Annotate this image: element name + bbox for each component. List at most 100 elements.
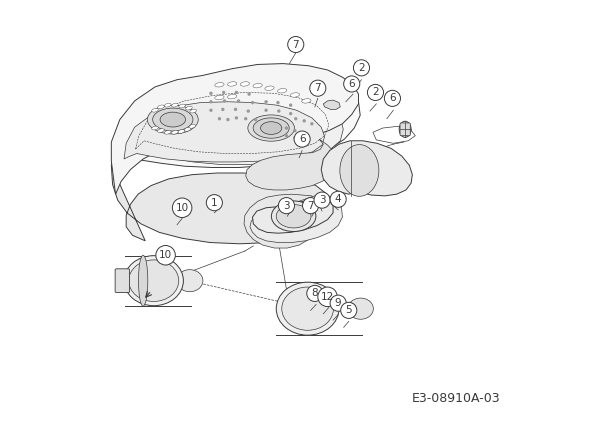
Ellipse shape: [152, 109, 158, 112]
Polygon shape: [124, 102, 325, 162]
Circle shape: [247, 109, 250, 113]
Circle shape: [302, 198, 319, 214]
Text: 2: 2: [358, 63, 365, 73]
Text: 9: 9: [335, 298, 341, 308]
Ellipse shape: [139, 255, 148, 306]
Circle shape: [330, 191, 346, 207]
Ellipse shape: [253, 84, 262, 88]
Text: 3: 3: [319, 195, 325, 205]
Circle shape: [330, 295, 346, 311]
Circle shape: [294, 117, 298, 120]
Circle shape: [310, 122, 314, 126]
Circle shape: [288, 36, 304, 53]
Ellipse shape: [290, 93, 299, 97]
Polygon shape: [244, 194, 319, 248]
Text: 6: 6: [389, 93, 396, 103]
Circle shape: [310, 80, 326, 96]
Ellipse shape: [190, 109, 196, 113]
Circle shape: [385, 90, 400, 106]
Circle shape: [285, 134, 288, 137]
Text: 5: 5: [346, 305, 352, 315]
Ellipse shape: [348, 298, 373, 319]
Circle shape: [344, 76, 360, 92]
Text: 3: 3: [283, 201, 290, 211]
Circle shape: [265, 100, 268, 103]
Ellipse shape: [158, 129, 164, 132]
Circle shape: [293, 136, 296, 139]
Circle shape: [293, 129, 296, 132]
Ellipse shape: [215, 95, 224, 100]
Circle shape: [235, 91, 238, 94]
Ellipse shape: [215, 83, 224, 87]
Circle shape: [277, 109, 280, 113]
Ellipse shape: [227, 95, 237, 99]
Polygon shape: [321, 141, 412, 196]
Polygon shape: [253, 198, 333, 233]
Ellipse shape: [253, 118, 289, 138]
Circle shape: [226, 118, 230, 121]
Circle shape: [172, 198, 192, 218]
Circle shape: [302, 119, 306, 123]
Ellipse shape: [129, 260, 179, 301]
Ellipse shape: [185, 106, 192, 110]
Ellipse shape: [164, 131, 171, 134]
Text: 1: 1: [211, 198, 218, 208]
Polygon shape: [323, 100, 340, 109]
Ellipse shape: [260, 122, 282, 134]
Circle shape: [221, 108, 224, 111]
Ellipse shape: [152, 108, 193, 131]
Ellipse shape: [399, 121, 411, 137]
Ellipse shape: [178, 130, 185, 133]
Circle shape: [254, 118, 257, 121]
Text: 7: 7: [314, 83, 321, 93]
Polygon shape: [112, 68, 360, 167]
Circle shape: [209, 100, 212, 103]
Circle shape: [289, 112, 292, 115]
Ellipse shape: [282, 287, 334, 330]
Circle shape: [294, 131, 310, 147]
Ellipse shape: [265, 86, 274, 90]
Polygon shape: [127, 88, 343, 165]
Polygon shape: [112, 165, 331, 244]
Ellipse shape: [276, 205, 311, 228]
Circle shape: [278, 198, 295, 214]
Ellipse shape: [148, 105, 198, 134]
Text: 7: 7: [292, 39, 299, 50]
Text: 10: 10: [159, 250, 172, 260]
Text: 4: 4: [335, 194, 341, 204]
Text: E3-08910A-03: E3-08910A-03: [412, 392, 500, 405]
Ellipse shape: [276, 282, 339, 335]
Text: 6: 6: [349, 79, 355, 89]
Ellipse shape: [172, 131, 178, 134]
Text: 12: 12: [321, 292, 334, 302]
Ellipse shape: [278, 89, 287, 93]
Ellipse shape: [124, 256, 184, 306]
Ellipse shape: [172, 103, 178, 107]
Circle shape: [156, 245, 175, 265]
Ellipse shape: [271, 201, 316, 232]
Circle shape: [367, 84, 383, 100]
Circle shape: [301, 132, 304, 135]
Circle shape: [314, 192, 330, 208]
Circle shape: [341, 302, 357, 318]
Ellipse shape: [343, 303, 356, 315]
Circle shape: [265, 109, 268, 112]
Text: 8: 8: [311, 288, 318, 298]
Ellipse shape: [340, 145, 379, 196]
Circle shape: [285, 126, 288, 130]
Ellipse shape: [158, 105, 164, 109]
Circle shape: [353, 60, 370, 76]
Ellipse shape: [179, 104, 185, 108]
Text: 7: 7: [307, 201, 314, 211]
Ellipse shape: [227, 82, 237, 86]
Circle shape: [209, 109, 212, 112]
Circle shape: [209, 92, 212, 95]
Ellipse shape: [240, 82, 250, 86]
Circle shape: [235, 116, 238, 120]
Ellipse shape: [160, 112, 185, 127]
Circle shape: [222, 91, 226, 94]
Circle shape: [244, 117, 247, 120]
Ellipse shape: [152, 126, 158, 130]
FancyBboxPatch shape: [115, 269, 130, 293]
Ellipse shape: [176, 270, 203, 292]
